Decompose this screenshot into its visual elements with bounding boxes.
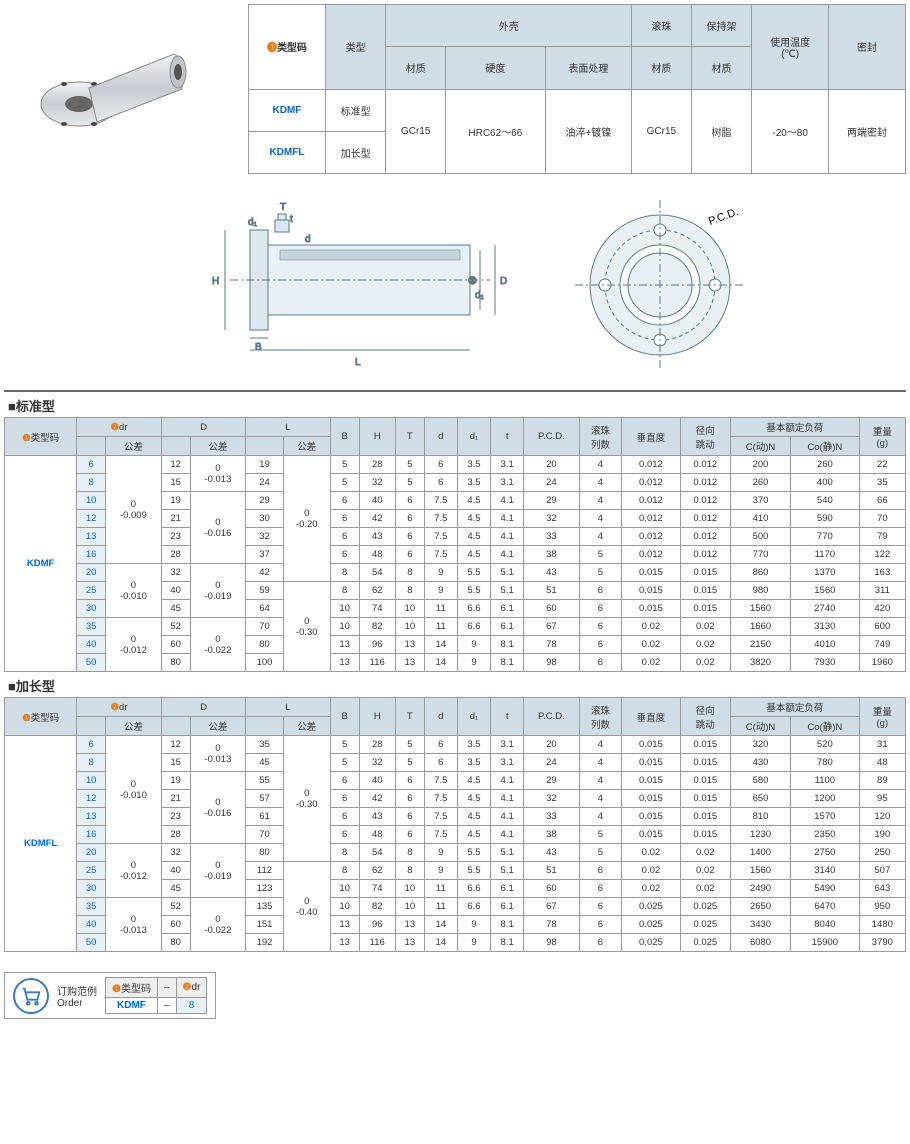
dr-value: 20: [77, 564, 106, 582]
svg-text:P.C.D.: P.C.D.: [707, 206, 740, 228]
order-example: 订购范例 Order ❶类型码 – ❷dr KDMF – 8: [4, 972, 216, 1019]
header-spec-table: ❶类型码 类型 外壳 滚珠 保持架 使用温度 (℃) 密封 材质 硬度 表面处理…: [248, 4, 906, 174]
svg-text:d₁: d₁: [248, 217, 258, 228]
type-code: KDMFL: [5, 736, 77, 952]
dr-value: 20: [77, 844, 106, 862]
num1-badge: ❶: [267, 43, 277, 54]
type-code: KDMFL: [249, 131, 326, 173]
dr-value: 16: [77, 826, 106, 844]
dr-value: 12: [77, 790, 106, 808]
section-title-extended: ■加长型: [8, 676, 906, 695]
dr-value: 10: [77, 492, 106, 510]
spec-table-standard: ❶类型码 ❷dr D L B H T d d₁ t P.C.D. 滚珠 列数 垂…: [4, 417, 906, 672]
svg-text:D: D: [500, 276, 507, 287]
svg-text:d₁: d₁: [475, 290, 485, 301]
dr-value: 6: [77, 456, 106, 474]
dr-value: 16: [77, 546, 106, 564]
svg-text:B: B: [255, 342, 262, 353]
dr-value: 25: [77, 582, 106, 600]
type-code: KDMF: [5, 456, 77, 672]
dr-value: 6: [77, 736, 106, 754]
dr-value: 13: [77, 528, 106, 546]
svg-text:L: L: [355, 357, 361, 368]
dr-value: 30: [77, 600, 106, 618]
dr-value: 25: [77, 862, 106, 880]
type-code: KDMF: [249, 89, 326, 131]
product-render: [4, 4, 244, 174]
dr-value: 8: [77, 754, 106, 772]
dr-value: 40: [77, 636, 106, 654]
dr-value: 12: [77, 510, 106, 528]
dr-value: 35: [77, 618, 106, 636]
dr-value: 13: [77, 808, 106, 826]
order-label: 订购范例 Order: [57, 983, 97, 1009]
svg-text:❷: ❷: [468, 276, 477, 287]
cart-icon: [13, 978, 49, 1014]
svg-text:H: H: [212, 276, 219, 287]
svg-text:d: d: [305, 234, 311, 245]
spec-table-extended: ❶类型码 ❷dr D L B H T d d₁ t P.C.D. 滚珠 列数 垂…: [4, 697, 906, 952]
dr-value: 10: [77, 772, 106, 790]
section-title-standard: ■标准型: [8, 396, 906, 415]
dr-value: 40: [77, 916, 106, 934]
svg-text:T: T: [280, 202, 286, 213]
order-table: ❶类型码 – ❷dr KDMF – 8: [105, 977, 207, 1014]
svg-text:t: t: [290, 214, 293, 225]
dr-value: 50: [77, 934, 106, 952]
dr-value: 35: [77, 898, 106, 916]
flange-front-view: P.C.D.: [560, 190, 760, 380]
dr-value: 50: [77, 654, 106, 672]
technical-diagram: H D ❷ d₁ L B Tt d₁ d P.C.D.: [4, 180, 906, 392]
dr-value: 30: [77, 880, 106, 898]
dr-value: 8: [77, 474, 106, 492]
